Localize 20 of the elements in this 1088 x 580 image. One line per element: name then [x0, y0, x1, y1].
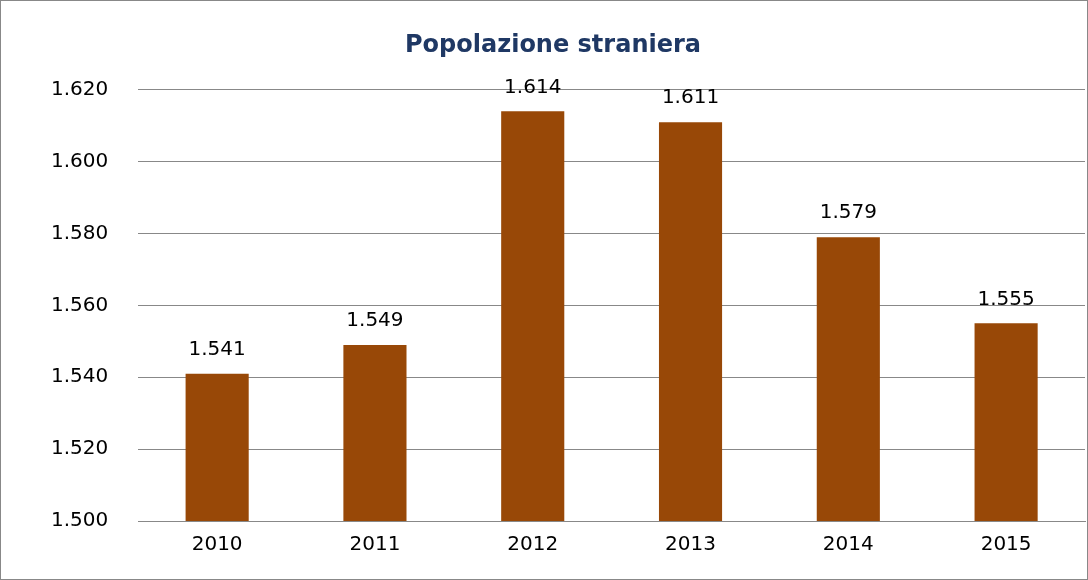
data-label: 1.579	[819, 199, 877, 224]
y-tick-label: 1.500	[50, 507, 109, 532]
y-tick-label: 1.600	[50, 147, 109, 172]
x-tick-label: 2012	[507, 531, 559, 556]
x-tick-label: 2010	[191, 531, 243, 556]
y-tick-label: 1.560	[50, 291, 109, 316]
x-tick-label: 2015	[980, 531, 1032, 556]
x-tick-label: 2014	[822, 531, 874, 556]
x-tick-label: 2011	[349, 531, 401, 556]
y-tick-label: 1.580	[50, 219, 109, 244]
chart-title: Popolazione straniera	[405, 29, 701, 58]
data-label: 1.541	[188, 335, 246, 360]
x-tick-label: 2013	[665, 531, 716, 556]
data-label: 1.611	[661, 84, 720, 109]
data-label: 1.549	[346, 307, 404, 332]
data-label: 1.614	[504, 73, 562, 98]
data-label: 1.555	[977, 285, 1035, 310]
y-tick-label: 1.540	[50, 363, 109, 388]
y-tick-label: 1.520	[50, 435, 109, 460]
y-tick-label: 1.620	[50, 76, 109, 100]
